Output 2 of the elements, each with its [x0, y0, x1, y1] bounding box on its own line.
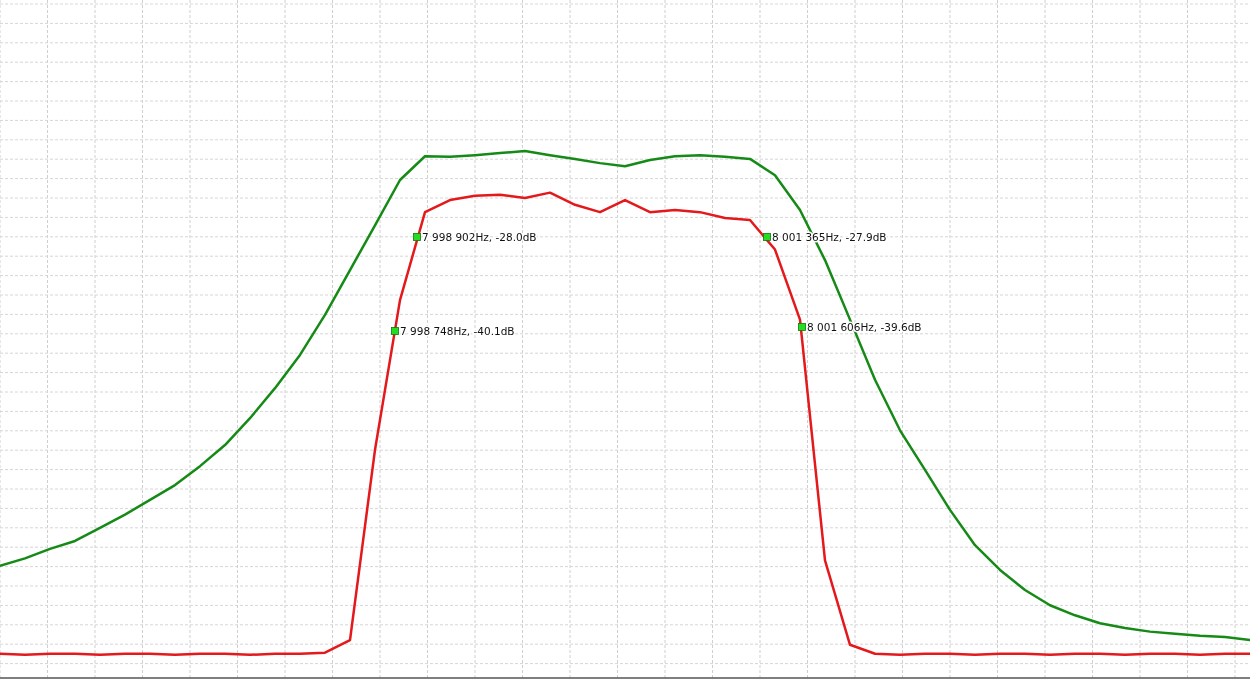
annotation: 7 998 748Hz, -40.1dB	[400, 325, 515, 337]
annotation: 7 998 902Hz, -28.0dB	[422, 231, 537, 243]
